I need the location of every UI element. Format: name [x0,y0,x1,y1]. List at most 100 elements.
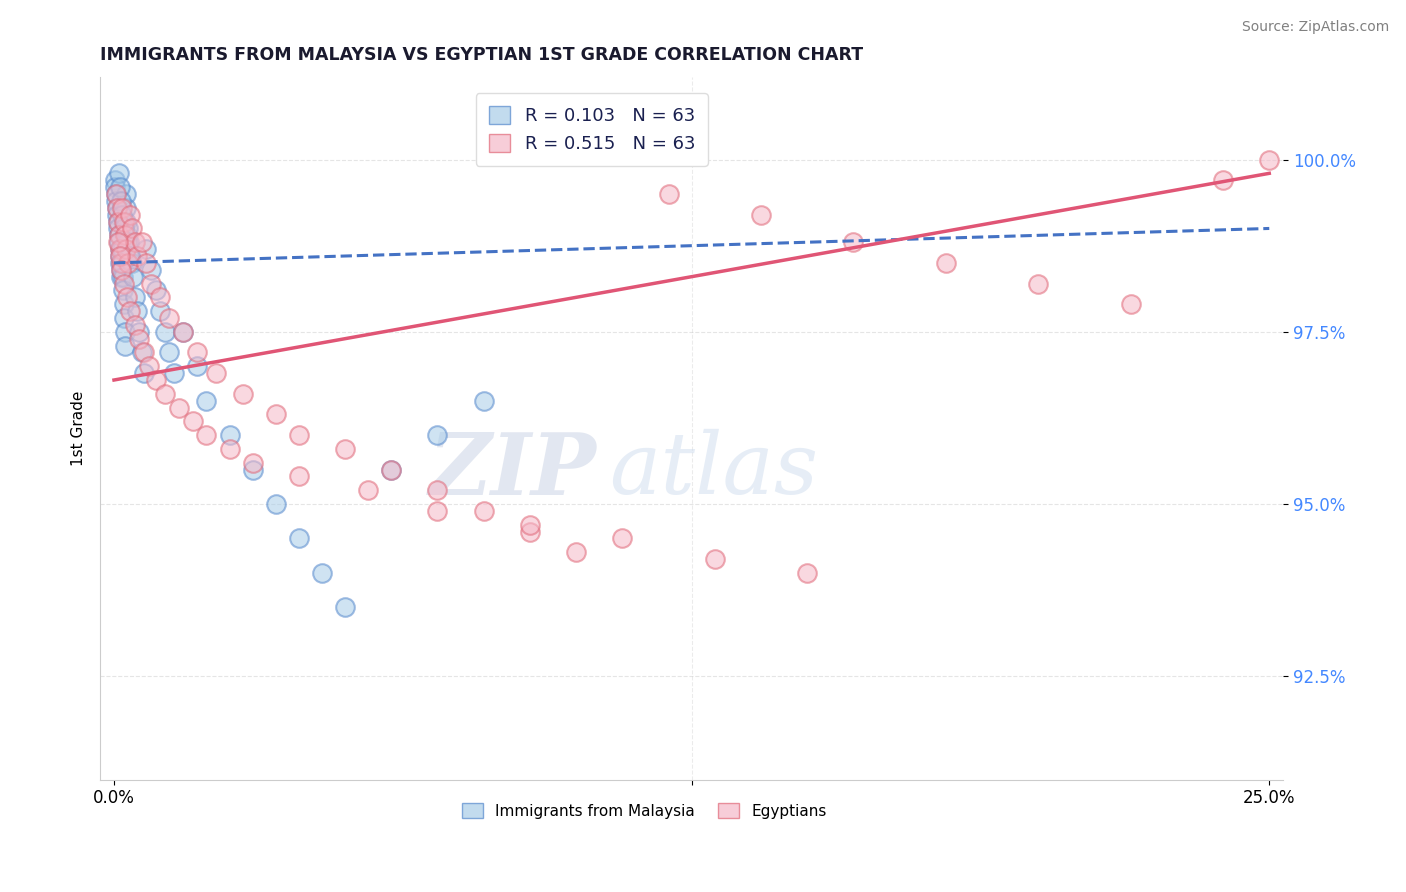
Point [108,249,131,263]
Point [110,256,132,270]
Point [135,256,157,270]
Point [242,462,264,476]
Point [132,345,155,359]
Point [122,269,145,284]
Point [1212,173,1234,187]
Point [264,497,287,511]
Point [519,517,541,532]
Point [131,235,153,250]
Point [107,235,129,250]
Point [145,373,167,387]
Point [218,442,240,456]
Text: IMMIGRANTS FROM MALAYSIA VS EGYPTIAN 1ST GRADE CORRELATION CHART: IMMIGRANTS FROM MALAYSIA VS EGYPTIAN 1ST… [100,46,863,64]
Point [159,345,181,359]
Point [204,366,226,380]
Point [153,386,176,401]
Point [117,221,139,235]
Point [114,186,136,201]
Point [115,214,138,228]
Point [112,311,135,326]
Point [104,186,127,201]
Text: atlas: atlas [609,429,818,512]
Point [132,366,155,380]
Point [111,208,134,222]
Point [1119,297,1142,311]
Text: ZIP: ZIP [429,429,598,512]
Point [218,428,240,442]
Point [108,242,131,256]
Point [167,401,190,415]
Point [120,304,142,318]
Point [127,304,149,318]
Point [105,186,128,201]
Point [426,428,449,442]
Point [107,214,129,228]
Point [333,600,356,615]
Point [232,386,254,401]
Point [124,235,146,250]
Point [426,504,449,518]
Point [124,290,146,304]
Point [195,393,218,408]
Point [104,180,127,194]
Point [112,297,135,311]
Point [110,262,132,277]
Point [115,201,138,215]
Point [104,173,127,187]
Point [111,256,134,270]
Point [149,304,172,318]
Point [172,325,194,339]
Point [127,249,149,263]
Point [181,414,204,428]
Y-axis label: 1st Grade: 1st Grade [72,391,86,466]
Point [121,221,143,235]
Point [128,325,150,339]
Point [145,284,167,298]
Point [108,249,131,263]
Point [242,456,264,470]
Point [380,462,402,476]
Point [264,408,287,422]
Point [131,345,153,359]
Point [111,201,134,215]
Point [114,228,136,243]
Point [112,277,135,291]
Point [703,552,725,566]
Point [138,359,160,374]
Point [107,221,129,235]
Point [311,566,333,580]
Point [108,180,131,194]
Point [657,186,679,201]
Point [112,284,135,298]
Point [935,256,957,270]
Point [107,166,129,180]
Point [121,256,143,270]
Point [110,262,132,277]
Point [108,235,131,250]
Point [139,277,162,291]
Point [149,290,172,304]
Point [120,249,142,263]
Point [519,524,541,539]
Point [115,228,138,243]
Point [472,393,495,408]
Point [612,532,634,546]
Point [1026,277,1049,291]
Point [118,235,141,250]
Point [108,242,131,256]
Point [163,366,186,380]
Point [110,256,132,270]
Point [426,483,449,498]
Point [110,194,132,208]
Point [120,249,142,263]
Point [565,545,588,559]
Point [172,325,194,339]
Point [105,201,128,215]
Point [120,208,142,222]
Point [159,311,181,326]
Point [842,235,865,250]
Point [110,269,132,284]
Point [472,504,495,518]
Point [357,483,380,498]
Point [288,428,311,442]
